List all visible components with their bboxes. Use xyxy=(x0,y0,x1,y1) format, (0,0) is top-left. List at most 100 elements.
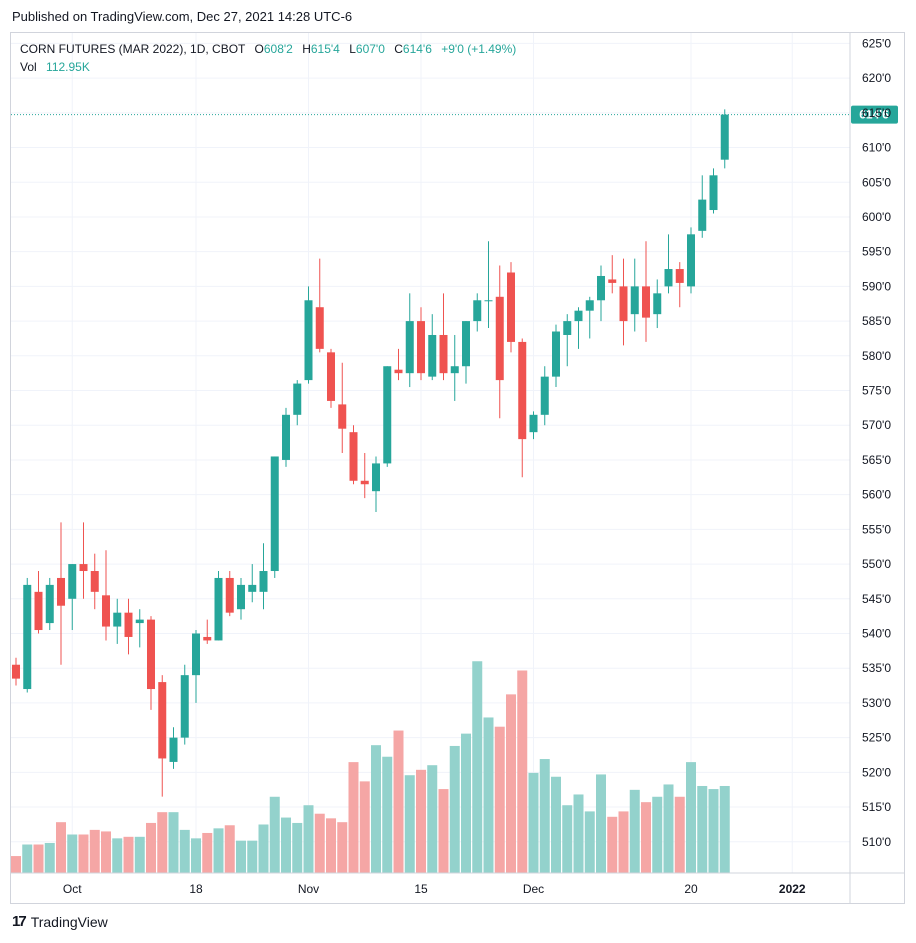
candle-body xyxy=(630,286,639,315)
price-tick-label: 560'0 xyxy=(862,488,891,502)
price-tick-label: 545'0 xyxy=(862,592,891,606)
volume-bar xyxy=(584,811,595,873)
symbol-title: CORN FUTURES (MAR 2022), 1D, CBOT xyxy=(20,42,246,56)
candle-body xyxy=(90,571,99,592)
candle-body xyxy=(113,612,122,627)
volume-bar xyxy=(236,840,246,873)
candle-body xyxy=(315,307,324,349)
volume-bar xyxy=(157,812,168,873)
low-value: 607'0 xyxy=(355,42,385,56)
candle-body xyxy=(552,331,560,377)
volume-bar xyxy=(224,825,235,873)
candle-body xyxy=(585,300,594,311)
time-tick-label: 18 xyxy=(189,882,203,896)
price-tick-label: 615'0 xyxy=(862,106,891,120)
volume-bar xyxy=(281,817,291,873)
candle-body xyxy=(372,463,380,492)
brand-name: TradingView xyxy=(30,913,108,930)
candle-body xyxy=(327,352,335,401)
volume-bar xyxy=(506,694,516,873)
price-tick-label: 585'0 xyxy=(862,314,891,328)
volume-bar xyxy=(191,838,201,873)
candle-body xyxy=(574,310,583,322)
candle-body xyxy=(237,584,245,610)
candle-body xyxy=(540,376,549,415)
candle-body xyxy=(349,432,358,481)
candle-body xyxy=(450,366,459,374)
candle-body xyxy=(608,279,617,283)
volume-bar xyxy=(719,785,730,873)
volume-bar xyxy=(494,726,505,873)
candle-body xyxy=(394,369,403,374)
time-tick-label: 2022 xyxy=(779,882,806,896)
volume-bar xyxy=(168,812,179,873)
candle-body xyxy=(675,269,684,283)
candle-body xyxy=(709,175,718,211)
price-tick-label: 590'0 xyxy=(862,279,891,293)
volume-bar xyxy=(146,822,156,873)
high-value: 615'4 xyxy=(310,42,340,56)
price-tick-label: 530'0 xyxy=(862,696,891,710)
candle-body xyxy=(698,199,707,231)
volume-bar xyxy=(202,832,213,873)
chart-legend: CORN FUTURES (MAR 2022), 1D, CBOT O608'2… xyxy=(20,40,516,76)
volume-bar xyxy=(56,822,66,873)
volume-bar xyxy=(708,789,719,873)
open-label: O xyxy=(254,42,264,56)
volume-bar xyxy=(573,794,584,873)
volume-bar xyxy=(607,816,618,873)
tradingview-brand[interactable]: 17 TradingView xyxy=(12,913,108,930)
change-value: +9'0 (+1.49%) xyxy=(441,42,517,56)
volume-bar xyxy=(416,769,426,873)
volume-bar xyxy=(67,834,78,873)
volume-bar xyxy=(404,775,415,873)
price-tick-label: 550'0 xyxy=(862,557,891,571)
candle-body xyxy=(518,341,527,440)
close-label: C xyxy=(394,42,403,56)
price-tick-label: 510'0 xyxy=(862,835,891,849)
candle-body xyxy=(529,414,538,433)
published-caption: Published on TradingView.com, Dec 27, 20… xyxy=(12,9,353,24)
candle-body xyxy=(57,577,65,606)
candle-body xyxy=(462,321,470,367)
volume-bar xyxy=(269,796,280,873)
candle-body xyxy=(484,300,493,302)
last-price-label: 614'6 xyxy=(859,108,889,122)
chart-frame[interactable] xyxy=(10,32,905,904)
volume-bar xyxy=(663,784,674,873)
price-tick-label: 555'0 xyxy=(862,522,891,536)
volume-bar xyxy=(44,842,55,873)
candle-body xyxy=(619,286,628,322)
volume-bar xyxy=(629,789,640,873)
candle-body xyxy=(563,321,572,335)
volume-bar xyxy=(213,828,224,873)
volume-bar xyxy=(427,765,438,873)
volume-value: 112.95K xyxy=(46,60,90,74)
price-tick-label: 515'0 xyxy=(862,800,891,814)
volume-bar xyxy=(449,745,460,873)
candle-body xyxy=(147,619,155,690)
volume-bar xyxy=(641,802,651,873)
price-tick-label: 565'0 xyxy=(862,453,891,467)
time-tick-label: Dec xyxy=(523,882,544,896)
candle-body xyxy=(653,293,662,315)
price-tick-label: 595'0 xyxy=(862,245,891,259)
candle-body xyxy=(248,584,257,592)
volume-bar xyxy=(483,717,494,873)
volume-bar xyxy=(652,796,663,873)
volume-bar xyxy=(348,762,359,873)
candle-body xyxy=(360,480,369,485)
low-label: L xyxy=(349,42,356,56)
candle-body xyxy=(23,584,32,690)
last-price-line: 614'6 xyxy=(11,105,898,124)
candle-body xyxy=(687,234,695,287)
volume-bar xyxy=(596,774,606,873)
candle-body xyxy=(259,571,268,592)
candle-body xyxy=(417,321,425,374)
volume-bar xyxy=(562,805,573,873)
price-tick-label: 520'0 xyxy=(862,765,891,779)
price-tick-label: 625'0 xyxy=(862,36,891,50)
candle-body xyxy=(507,272,515,342)
price-tick-label: 570'0 xyxy=(862,418,891,432)
